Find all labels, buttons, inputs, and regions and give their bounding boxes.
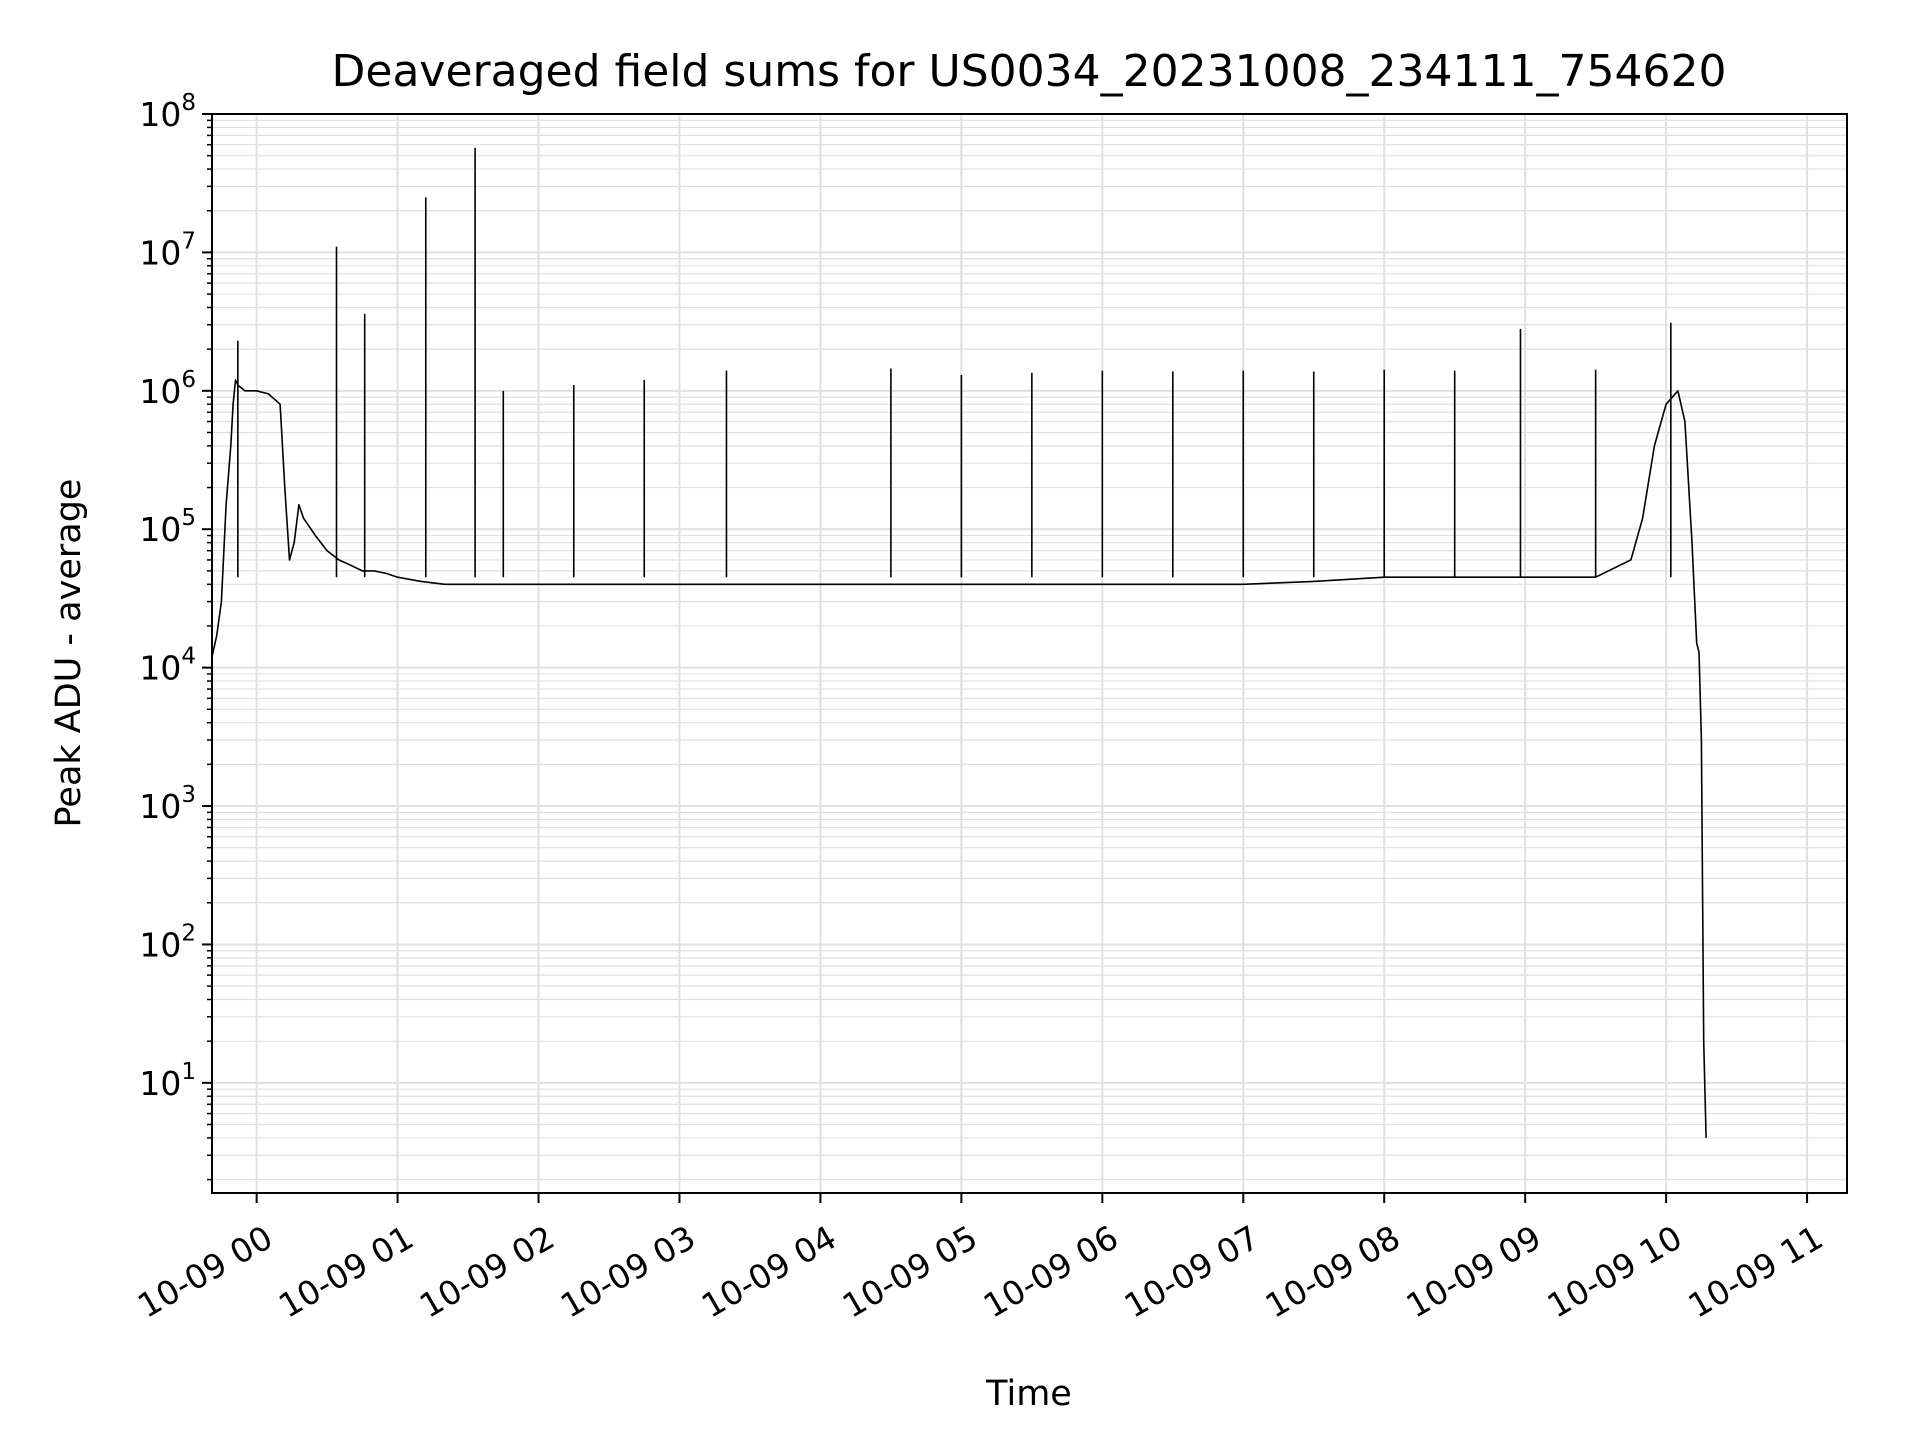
y-tick-label: 108 bbox=[139, 90, 196, 134]
x-tick-label: 10-09 09 bbox=[1400, 1218, 1548, 1326]
y-axis-label: Peak ADU - average bbox=[49, 479, 89, 828]
data-layer bbox=[211, 147, 1707, 1138]
y-tick-label: 104 bbox=[139, 644, 196, 688]
y-tick-label: 105 bbox=[139, 505, 196, 549]
y-tick-label: 103 bbox=[139, 782, 196, 826]
x-tick-label: 10-09 10 bbox=[1541, 1218, 1689, 1326]
y-tick-label: 101 bbox=[139, 1059, 196, 1103]
x-tick-label: 10-09 02 bbox=[413, 1218, 561, 1326]
y-axis: 101 102 103 104 105 106 107 108 bbox=[139, 90, 212, 1181]
series-line bbox=[211, 379, 1707, 1138]
x-tick-label: 10-09 08 bbox=[1259, 1218, 1407, 1326]
x-tick-label: 10-09 06 bbox=[977, 1218, 1125, 1326]
x-axis-label: Time bbox=[985, 1374, 1072, 1414]
y-tick-label: 107 bbox=[139, 228, 196, 272]
x-tick-label: 10-09 04 bbox=[695, 1218, 843, 1326]
plot-frame bbox=[211, 113, 1848, 1194]
x-tick-label: 10-09 07 bbox=[1118, 1218, 1266, 1326]
y-tick-label: 102 bbox=[139, 920, 196, 964]
x-tick-label: 10-09 05 bbox=[836, 1218, 984, 1326]
chart-title: Deaveraged field sums for US0034_2023100… bbox=[332, 46, 1727, 97]
x-tick-label: 10-09 11 bbox=[1681, 1218, 1829, 1326]
x-tick-label: 10-09 01 bbox=[272, 1218, 420, 1326]
grid bbox=[212, 113, 1847, 1193]
y-tick-label: 106 bbox=[139, 367, 196, 411]
x-tick-label: 10-09 00 bbox=[131, 1218, 279, 1326]
x-tick-label: 10-09 03 bbox=[554, 1218, 702, 1326]
